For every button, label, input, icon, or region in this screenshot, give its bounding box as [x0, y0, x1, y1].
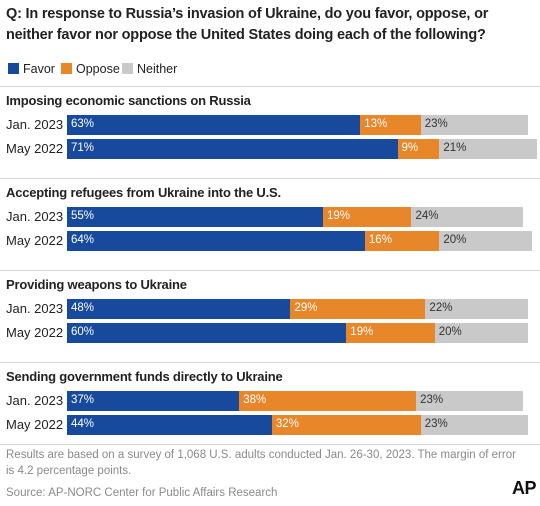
data-label: 37% — [71, 394, 95, 406]
data-label: 60% — [71, 326, 95, 338]
data-label: 38% — [243, 394, 267, 406]
data-label: 19% — [350, 326, 374, 338]
legend-item-favor: Favor — [8, 62, 55, 76]
bar-segment-neither: 24% — [411, 207, 524, 227]
data-label: 63% — [71, 118, 95, 130]
row-label: May 2022 — [6, 325, 64, 340]
legend-item-oppose: Oppose — [61, 62, 120, 76]
group-title: Accepting refugees from Ukraine into the… — [6, 185, 281, 200]
data-label: 29% — [294, 302, 318, 314]
bar-segment-favor: 48% — [67, 299, 291, 319]
bar-segment-favor: 64% — [67, 231, 365, 251]
bar-segment-neither: 20% — [434, 323, 528, 343]
data-label: 19% — [327, 210, 351, 222]
bar-segment-neither: 23% — [420, 115, 528, 135]
data-label: 9% — [401, 142, 419, 154]
row-label: Jan. 2023 — [6, 393, 64, 408]
bar-segment-oppose: 29% — [290, 299, 426, 319]
bar-segment-neither: 22% — [425, 299, 528, 319]
bar-segment-favor: 44% — [67, 415, 272, 435]
footnote: Results are based on a survey of 1,068 U… — [6, 449, 516, 477]
data-label: 23% — [424, 418, 448, 430]
row-label: May 2022 — [6, 141, 64, 156]
source-note: Source: AP-NORC Center for Public Affair… — [6, 487, 278, 499]
row-label: May 2022 — [6, 233, 64, 248]
legend-swatch-favor — [8, 63, 19, 74]
data-label: 44% — [71, 418, 95, 430]
bar-segment-oppose: 9% — [397, 139, 440, 159]
row-label: Jan. 2023 — [6, 117, 64, 132]
footer-divider — [0, 444, 540, 445]
data-label: 71% — [71, 142, 95, 154]
bar-segment-oppose: 19% — [346, 323, 435, 343]
bar-segment-oppose: 32% — [271, 415, 421, 435]
bar-segment-oppose: 19% — [323, 207, 412, 227]
bar-segment-favor: 55% — [67, 207, 324, 227]
ap-logo: AP — [512, 478, 537, 498]
data-label: 64% — [71, 234, 95, 246]
bar-segment-neither: 21% — [439, 139, 538, 159]
data-label: 16% — [368, 234, 392, 246]
group-divider — [0, 270, 540, 271]
chart-question: Q: In response to Russia’s invasion of U… — [6, 6, 489, 43]
legend-label: Neither — [137, 62, 178, 76]
data-label: 55% — [71, 210, 95, 222]
bar-segment-oppose: 38% — [239, 391, 417, 411]
data-label: 20% — [443, 234, 467, 246]
bar-segment-favor: 60% — [67, 323, 347, 343]
row-label: Jan. 2023 — [6, 209, 64, 224]
bar-segment-favor: 63% — [67, 115, 361, 135]
data-label: 20% — [438, 326, 462, 338]
row-label: Jan. 2023 — [6, 301, 64, 316]
data-label: 13% — [364, 118, 388, 130]
group-title: Providing weapons to Ukraine — [6, 277, 187, 292]
data-label: 48% — [71, 302, 95, 314]
data-label: 24% — [415, 210, 439, 222]
legend-item-neither: Neither — [122, 62, 177, 76]
row-label: May 2022 — [6, 417, 64, 432]
data-label: 21% — [443, 142, 467, 154]
group-title: Sending government funds directly to Ukr… — [6, 369, 283, 384]
data-label: 22% — [429, 302, 453, 314]
group-title: Imposing economic sanctions on Russia — [6, 93, 251, 108]
bar-segment-neither: 23% — [420, 415, 528, 435]
bar-segment-favor: 37% — [67, 391, 240, 411]
group-divider — [0, 362, 540, 363]
bar-segment-neither: 23% — [416, 391, 524, 411]
group-divider — [0, 86, 540, 87]
bar-segment-neither: 20% — [439, 231, 533, 251]
data-label: 23% — [420, 394, 444, 406]
data-label: 23% — [424, 118, 448, 130]
legend-swatch-neither — [122, 63, 133, 74]
legend-swatch-oppose — [61, 63, 72, 74]
bar-segment-favor: 71% — [67, 139, 398, 159]
data-label: 32% — [275, 418, 299, 430]
group-divider — [0, 178, 540, 179]
legend-label: Favor — [23, 62, 55, 76]
bar-segment-oppose: 16% — [364, 231, 440, 251]
legend-label: Oppose — [76, 62, 120, 76]
bar-segment-oppose: 13% — [360, 115, 421, 135]
